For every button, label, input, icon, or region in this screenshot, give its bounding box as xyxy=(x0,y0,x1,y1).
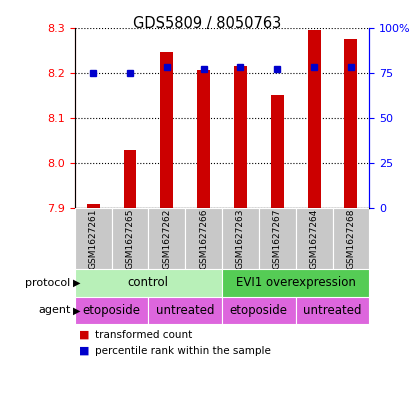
Text: GSM1627266: GSM1627266 xyxy=(199,209,208,269)
Text: GSM1627263: GSM1627263 xyxy=(236,209,245,269)
Text: EVI1 overexpression: EVI1 overexpression xyxy=(236,276,356,290)
Text: transformed count: transformed count xyxy=(95,330,193,340)
Bar xyxy=(149,297,222,324)
Bar xyxy=(295,297,369,324)
Text: protocol: protocol xyxy=(25,278,71,288)
Bar xyxy=(75,208,112,269)
Bar xyxy=(222,208,259,269)
Text: GSM1627267: GSM1627267 xyxy=(273,209,282,269)
Text: ■: ■ xyxy=(79,330,89,340)
Bar xyxy=(124,150,137,208)
Text: GDS5809 / 8050763: GDS5809 / 8050763 xyxy=(133,16,282,31)
Bar xyxy=(222,269,369,297)
Text: ▶: ▶ xyxy=(73,278,80,288)
Text: etoposide: etoposide xyxy=(230,304,288,317)
Text: GSM1627264: GSM1627264 xyxy=(310,209,319,269)
Text: untreated: untreated xyxy=(156,304,215,317)
Bar xyxy=(197,70,210,208)
Text: control: control xyxy=(128,276,169,290)
Bar xyxy=(75,269,222,297)
Text: ▶: ▶ xyxy=(73,305,80,316)
Bar xyxy=(112,208,149,269)
Text: GSM1627262: GSM1627262 xyxy=(162,209,171,269)
Bar xyxy=(271,95,284,208)
Bar xyxy=(185,208,222,269)
Bar xyxy=(234,66,247,208)
Bar xyxy=(222,297,295,324)
Text: GSM1627261: GSM1627261 xyxy=(89,209,98,269)
Bar xyxy=(75,297,149,324)
Text: GSM1627268: GSM1627268 xyxy=(347,209,355,269)
Text: percentile rank within the sample: percentile rank within the sample xyxy=(95,346,271,356)
Text: untreated: untreated xyxy=(303,304,362,317)
Bar xyxy=(259,208,295,269)
Bar xyxy=(332,208,369,269)
Text: ■: ■ xyxy=(79,346,89,356)
Bar xyxy=(87,204,100,208)
Text: agent: agent xyxy=(38,305,71,316)
Text: etoposide: etoposide xyxy=(83,304,141,317)
Bar xyxy=(344,39,357,208)
Bar xyxy=(149,208,185,269)
Bar xyxy=(295,208,332,269)
Bar xyxy=(160,52,173,208)
Bar xyxy=(308,30,320,208)
Text: GSM1627265: GSM1627265 xyxy=(125,209,134,269)
